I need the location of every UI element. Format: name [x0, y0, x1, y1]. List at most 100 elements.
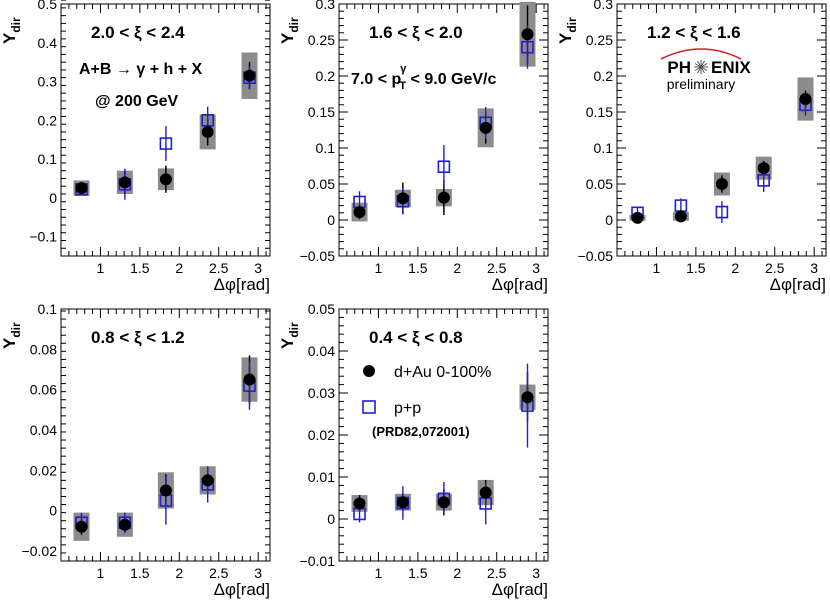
dau-marker: [201, 474, 214, 487]
x-tick-label: 2.5: [209, 565, 229, 581]
dau-marker: [715, 178, 728, 190]
x-tick-label: 1: [375, 260, 383, 276]
x-axis-title: Δφ[rad]: [214, 275, 270, 294]
dau-marker: [521, 391, 534, 404]
logo-star-ray: [694, 66, 702, 71]
x-tick-label: 3: [532, 260, 540, 276]
pp-marker: [715, 205, 729, 219]
pp-marker: [757, 174, 770, 187]
x-tick-label: 2: [175, 565, 183, 581]
dau-marker: [799, 93, 812, 106]
y-tick-label: 0.2: [594, 68, 614, 84]
legend-pp-marker: [362, 400, 376, 414]
y-tick-label: 0.05: [308, 176, 335, 192]
dau-marker: [159, 484, 172, 497]
logo-star-ray: [700, 60, 705, 68]
y-tick-label: 0: [327, 511, 335, 527]
x-axis-title: Δφ[rad]: [770, 275, 826, 294]
legend-reference: (PRD82,072001): [372, 424, 470, 439]
dau-marker: [437, 191, 450, 204]
dau-marker: [201, 125, 214, 138]
y-axis-title: Ydir: [0, 322, 23, 349]
dau-marker: [521, 28, 534, 41]
y-axis-title: Ydir: [278, 322, 301, 349]
plot-frame: [60, 3, 271, 257]
y-tick-label: −0.1: [29, 229, 57, 245]
dau-marker: [396, 496, 409, 509]
pp-marker: [201, 114, 214, 127]
annotation-energy: @ 200 GeV: [95, 93, 179, 110]
logo-name-right: ENIX: [711, 58, 751, 77]
dau-marker: [396, 192, 409, 205]
plot-frame: [60, 308, 271, 562]
y-tick-label: 0: [605, 212, 613, 228]
y-tick-label: −0.02: [22, 543, 58, 559]
y-tick-label: 0.3: [316, 0, 336, 12]
y-tick-label: 0.2: [316, 68, 336, 84]
panel-4: 1 1.5 2 2.5 3 −0.02 0 0.02 0.04 0.06 0.08 0.1 Δφ[rad…: [0, 301, 271, 599]
x-tick-label: 2: [175, 260, 183, 276]
x-tick-label: 2: [453, 565, 461, 581]
x-tick-label: 1.5: [130, 565, 150, 581]
legend: d+Au 0-100% p+p (PRD82,072001): [362, 364, 491, 439]
dau-marker: [353, 497, 366, 510]
x-tick-label: 2: [731, 260, 739, 276]
y-tick-label: 0.04: [308, 343, 335, 359]
plot-frame: [338, 3, 549, 257]
y-tick-label: 0: [49, 190, 57, 206]
annotation-process: A+B → γ + h + X: [79, 61, 202, 78]
panel-1: 1 1.5 2 2.5 3 −0.1 0 0.1 0.2 0.3 0.4 0.5 Δφ[rad] Ydir…: [0, 0, 271, 294]
logo-star-ray: [700, 63, 708, 68]
y-axis-title: Ydir: [0, 17, 23, 44]
logo-star-ray: [700, 66, 705, 74]
logo-name-left: PH: [667, 58, 691, 77]
y-tick-label: 0.01: [308, 469, 335, 485]
dau-marker: [75, 182, 88, 195]
y-tick-label: 0.06: [30, 382, 57, 398]
x-tick-label: 1: [375, 565, 383, 581]
x-axis-title: Δφ[rad]: [492, 580, 548, 599]
y-tick-label: 0.05: [308, 301, 335, 317]
y-tick-label: 0.04: [30, 422, 57, 438]
dau-marker: [479, 486, 492, 499]
x-tick-label: 2: [453, 260, 461, 276]
dau-marker: [75, 520, 88, 533]
pp-marker: [521, 40, 534, 54]
y-tick-label: 0.25: [308, 32, 335, 48]
x-tick-label: 2.5: [487, 260, 507, 276]
y-tick-label: 0.25: [586, 32, 613, 48]
dau-marker: [674, 210, 687, 223]
y-tick-label: 0.5: [38, 0, 58, 12]
y-axis-title: Ydir: [556, 17, 579, 44]
x-tick-label: 3: [532, 565, 540, 581]
y-tick-label: 0.02: [30, 462, 57, 478]
pp-marker: [437, 160, 451, 174]
x-tick-label: 1: [97, 260, 105, 276]
dau-marker: [159, 173, 172, 186]
x-axis-title: Δφ[rad]: [492, 275, 548, 294]
logo-star-ray: [697, 60, 702, 68]
y-tick-label: 0.15: [308, 104, 335, 120]
y-tick-label: 0.1: [38, 151, 58, 167]
y-tick-label: 0.08: [30, 341, 57, 357]
plot-frame: [616, 3, 827, 257]
legend-dau-marker: [363, 365, 375, 377]
y-tick-label: 0.3: [38, 74, 58, 90]
dau-marker: [479, 121, 492, 134]
legend-dau-label: d+Au 0-100%: [394, 364, 491, 381]
dau-marker: [243, 69, 256, 82]
y-tick-label: 0: [49, 503, 57, 519]
logo-star-ray: [694, 63, 702, 68]
y-tick-label: 0.2: [38, 112, 58, 128]
panel-2: 1 1.5 2 2.5 3 −0.05 0 0.05 0.1 0.15 0.2 0.25 0.3 Δφ[r…: [278, 0, 549, 294]
annotation-pt-range: 7.0 < pγ T < 9.0 GeV/c: [351, 63, 496, 92]
panel-3: 1 1.5 2 2.5 3 −0.05 0 0.05 0.1 0.15 0.2 0.25 0.3 Δφ[r…: [556, 0, 827, 294]
x-tick-label: 1: [97, 565, 105, 581]
y-tick-label: −0.05: [578, 248, 614, 264]
x-tick-label: 3: [810, 260, 818, 276]
dau-marker: [353, 206, 366, 219]
y-tick-label: 0.4: [38, 35, 58, 51]
logo-star-ray: [700, 66, 708, 71]
